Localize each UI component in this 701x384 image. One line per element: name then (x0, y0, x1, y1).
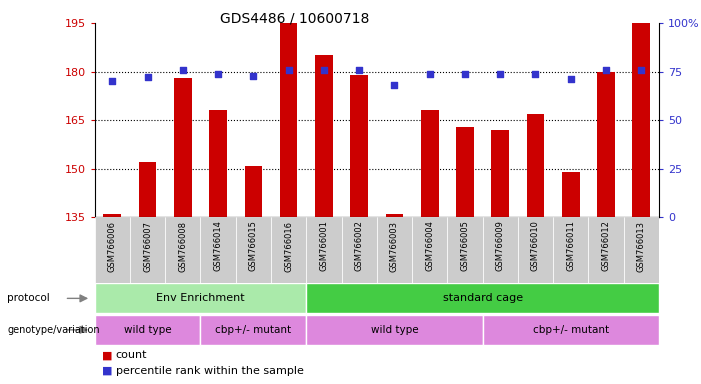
FancyBboxPatch shape (447, 217, 482, 283)
Point (424, 71, 435, 77)
Point (107, 78, 118, 84)
Text: GSM766001: GSM766001 (320, 220, 328, 271)
Point (142, 74, 153, 81)
FancyBboxPatch shape (412, 217, 447, 283)
Text: GSM766010: GSM766010 (531, 220, 540, 271)
Text: ■: ■ (102, 350, 112, 360)
Bar (526, 114, 544, 217)
Point (212, 71, 224, 77)
Text: count: count (116, 350, 147, 360)
Bar (421, 111, 439, 217)
Bar (597, 72, 615, 217)
Text: standard cage: standard cage (442, 293, 523, 303)
Text: GSM766012: GSM766012 (601, 220, 611, 271)
Bar (350, 75, 368, 217)
Text: GSM766005: GSM766005 (461, 220, 470, 271)
Bar (280, 23, 297, 217)
Text: GDS4486 / 10600718: GDS4486 / 10600718 (219, 12, 369, 25)
FancyBboxPatch shape (200, 217, 236, 283)
FancyBboxPatch shape (236, 217, 271, 283)
FancyBboxPatch shape (482, 315, 659, 345)
Bar (632, 23, 650, 217)
Bar (210, 111, 227, 217)
Text: GSM766003: GSM766003 (390, 220, 399, 271)
Point (601, 66, 612, 73)
Text: wild type: wild type (371, 325, 418, 335)
Bar (104, 214, 121, 217)
Text: GSM766006: GSM766006 (108, 220, 117, 271)
Bar (174, 78, 191, 217)
FancyBboxPatch shape (95, 217, 130, 283)
Point (177, 66, 189, 73)
Point (530, 71, 541, 77)
FancyBboxPatch shape (271, 217, 306, 283)
Text: GSM766016: GSM766016 (284, 220, 293, 271)
Bar (315, 55, 333, 217)
FancyBboxPatch shape (624, 217, 659, 283)
Point (636, 66, 647, 73)
Bar (386, 214, 403, 217)
Text: GSM766007: GSM766007 (143, 220, 152, 271)
FancyBboxPatch shape (306, 217, 341, 283)
Text: GSM766009: GSM766009 (496, 220, 505, 271)
Text: GSM766004: GSM766004 (426, 220, 434, 271)
Text: cbp+/- mutant: cbp+/- mutant (533, 325, 609, 335)
Point (247, 73, 259, 79)
Bar (456, 127, 474, 217)
FancyBboxPatch shape (95, 283, 306, 313)
Point (283, 66, 294, 73)
FancyBboxPatch shape (306, 315, 482, 345)
Text: ■: ■ (102, 366, 112, 376)
FancyBboxPatch shape (95, 315, 200, 345)
FancyBboxPatch shape (482, 217, 518, 283)
Text: protocol: protocol (7, 293, 50, 303)
FancyBboxPatch shape (165, 217, 200, 283)
Text: GSM766013: GSM766013 (637, 220, 646, 271)
Point (459, 71, 470, 77)
FancyBboxPatch shape (341, 217, 377, 283)
Text: percentile rank within the sample: percentile rank within the sample (116, 366, 304, 376)
Text: GSM766008: GSM766008 (178, 220, 187, 271)
Point (353, 66, 365, 73)
FancyBboxPatch shape (377, 217, 412, 283)
Text: GSM766015: GSM766015 (249, 220, 258, 271)
Text: GSM766002: GSM766002 (355, 220, 364, 271)
Bar (491, 130, 509, 217)
Bar (139, 162, 156, 217)
Text: genotype/variation: genotype/variation (7, 325, 100, 335)
FancyBboxPatch shape (200, 315, 306, 345)
Point (389, 82, 400, 88)
Text: wild type: wild type (123, 325, 171, 335)
Point (565, 76, 576, 83)
FancyBboxPatch shape (518, 217, 553, 283)
FancyBboxPatch shape (306, 283, 659, 313)
FancyBboxPatch shape (588, 217, 624, 283)
Point (495, 71, 506, 77)
Text: GSM766011: GSM766011 (566, 220, 576, 271)
Bar (562, 172, 580, 217)
Bar (245, 166, 262, 217)
FancyBboxPatch shape (130, 217, 165, 283)
Text: Env Enrichment: Env Enrichment (156, 293, 245, 303)
Point (318, 66, 329, 73)
Text: cbp+/- mutant: cbp+/- mutant (215, 325, 292, 335)
Text: GSM766014: GSM766014 (214, 220, 223, 271)
FancyBboxPatch shape (553, 217, 588, 283)
